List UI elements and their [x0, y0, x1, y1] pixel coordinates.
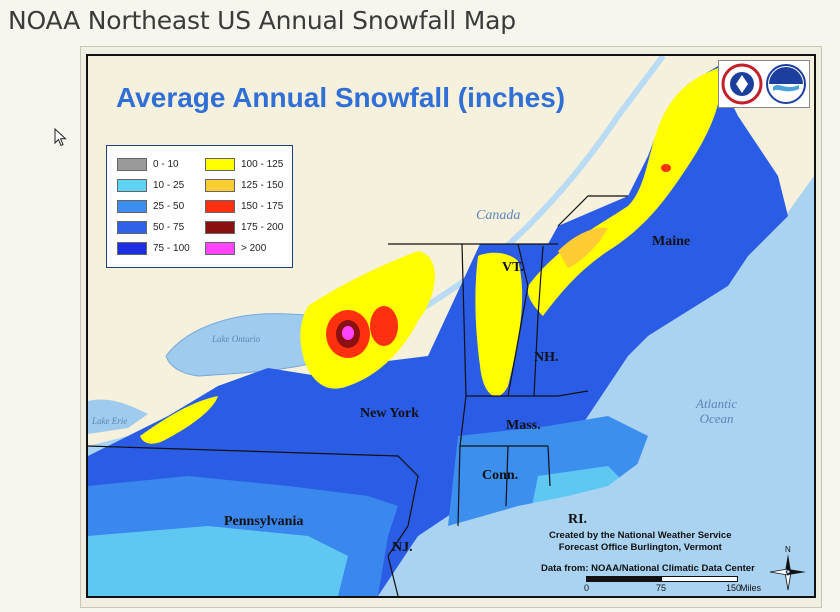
label-canada: Canada	[476, 208, 521, 223]
scale-tick-75: 75	[656, 583, 667, 593]
legend-label: 75 - 100	[153, 243, 190, 254]
map-graphic	[88, 56, 814, 596]
compass-n: N	[785, 545, 791, 554]
data-source-text: Data from: NOAA/National Climatic Data C…	[541, 563, 755, 574]
scale-bar	[586, 576, 738, 582]
legend-label: 25 - 50	[153, 201, 185, 212]
label-lake-ontario: Lake Ontario	[212, 334, 261, 344]
agency-logos	[718, 60, 810, 108]
snowbelt-magenta	[342, 326, 354, 340]
label-new-york: New York	[360, 406, 419, 421]
snowbelt-erie	[140, 396, 218, 444]
label-maine: Maine	[652, 234, 691, 249]
snowfall-legend: 0 - 10 10 - 25 25 - 50 50 - 75 75 - 100 100 -…	[106, 145, 293, 268]
legend-label: 10 - 25	[153, 180, 185, 191]
southern-new-england-zone	[448, 416, 648, 526]
state-borders	[88, 195, 628, 596]
legend-swatch	[205, 158, 235, 171]
label-atlantic-ocean: Atlantic Ocean	[696, 396, 738, 426]
southern-light-zone	[88, 526, 348, 596]
page-title: NOAA Northeast US Annual Snowfall Map	[8, 6, 516, 35]
legend-swatch	[117, 242, 147, 255]
nws-logo-icon	[721, 63, 763, 105]
legend-label: 100 - 125	[241, 159, 284, 170]
label-lake-erie: Lake Erie	[92, 416, 128, 426]
legend-swatch	[117, 221, 147, 234]
scale-unit: Miles	[740, 583, 762, 593]
snowbelt-red-3	[661, 164, 671, 172]
label-conn: Conn.	[482, 468, 519, 483]
legend-label: > 200	[241, 243, 267, 254]
label-pennsylvania: Pennsylvania	[224, 514, 304, 529]
snowfall-map: Average Annual Snowfall (inches) 0 - 10 1…	[86, 54, 816, 598]
compass-rose-icon: N	[768, 544, 808, 592]
legend-swatch	[205, 221, 235, 234]
legend-swatch	[117, 200, 147, 213]
label-ri: RI.	[568, 512, 588, 527]
us-land	[88, 66, 788, 596]
mouse-cursor-icon	[54, 128, 67, 147]
snowbelt-tug-hill	[300, 251, 435, 389]
label-mass: Mass.	[506, 418, 541, 433]
label-nh: NH.	[534, 350, 559, 365]
credit-text: Created by the National Weather Service …	[549, 530, 732, 553]
legend-label: 150 - 175	[241, 201, 284, 212]
lake-erie	[88, 399, 148, 434]
legend-swatch	[117, 179, 147, 192]
legend-label: 125 - 150	[241, 180, 284, 191]
legend-label: 175 - 200	[241, 222, 284, 233]
legend-swatch	[205, 179, 235, 192]
snowbelt-red-2	[370, 306, 398, 346]
legend-swatch	[205, 242, 235, 255]
legend-label: 50 - 75	[153, 222, 185, 233]
label-nj: NJ.	[392, 540, 413, 555]
map-heading: Average Annual Snowfall (inches)	[116, 82, 566, 113]
snowbelt-vermont	[475, 252, 523, 397]
label-vt: VT.	[502, 260, 524, 275]
legend-swatch	[205, 200, 235, 213]
scale-tick-0: 0	[584, 583, 590, 593]
legend-swatch	[117, 158, 147, 171]
scale-tick-150: 150	[726, 583, 742, 593]
atlantic-ocean-water	[388, 246, 814, 596]
snowbelt-orange	[558, 227, 608, 268]
legend-label: 0 - 10	[153, 159, 179, 170]
noaa-logo-icon	[766, 64, 806, 104]
